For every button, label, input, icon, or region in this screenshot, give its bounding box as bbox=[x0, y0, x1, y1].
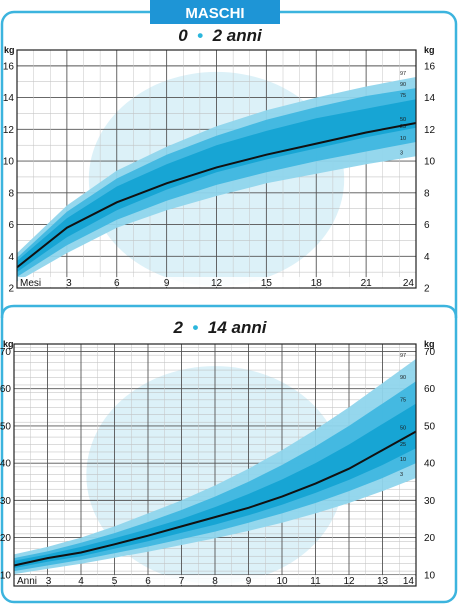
title-part-start: 2 bbox=[173, 318, 184, 337]
x-tick-label: 3 bbox=[66, 278, 72, 289]
y-tick-right: 30 bbox=[424, 496, 436, 507]
y-tick-right: 20 bbox=[424, 533, 436, 544]
x-tick-label: 9 bbox=[164, 278, 170, 289]
chart-title: 2 • 14 anni bbox=[173, 318, 268, 337]
plot-border bbox=[16, 49, 417, 289]
x-tick-label: 3 bbox=[46, 576, 52, 587]
y-tick-left: 10 bbox=[0, 570, 11, 581]
x-tick-label: 6 bbox=[114, 278, 120, 289]
percentile-label-50: 50 bbox=[400, 117, 406, 123]
x-tick-label: 5 bbox=[112, 576, 118, 587]
y-tick-right: 10 bbox=[424, 157, 436, 168]
y-tick-right: 16 bbox=[424, 61, 436, 72]
x-tick-label: 10 bbox=[276, 576, 288, 587]
y-tick-left: 8 bbox=[8, 188, 14, 199]
x-tick-label: 12 bbox=[211, 278, 223, 289]
chart-title: 0 • 2 anni bbox=[178, 26, 263, 45]
y-tick-right: 50 bbox=[424, 421, 436, 432]
title-part-end: 14 anni bbox=[208, 318, 268, 337]
y-tick-left: 14 bbox=[3, 93, 15, 104]
y-unit-left: kg bbox=[4, 45, 15, 55]
x-tick-label: 9 bbox=[246, 576, 252, 587]
x-tick-label: 24 bbox=[403, 278, 415, 289]
y-tick-right: 60 bbox=[424, 384, 436, 395]
percentile-label-90: 90 bbox=[400, 82, 406, 88]
median-line bbox=[16, 122, 417, 269]
y-unit-right: kg bbox=[424, 45, 435, 55]
percentile-label-10: 10 bbox=[400, 457, 406, 463]
y-tick-left: 2 bbox=[8, 284, 14, 295]
title-part-end: 2 anni bbox=[212, 26, 263, 45]
y-tick-right: 40 bbox=[424, 459, 436, 470]
percentile-label-97: 97 bbox=[400, 353, 406, 359]
y-tick-left: 40 bbox=[0, 459, 11, 470]
panel-separator bbox=[0, 304, 458, 319]
percentile-label-97: 97 bbox=[400, 71, 406, 77]
y-tick-left: 20 bbox=[0, 533, 11, 544]
y-tick-left: 4 bbox=[8, 252, 14, 263]
x-tick-label: 15 bbox=[261, 278, 273, 289]
x-tick-label: 4 bbox=[78, 576, 84, 587]
x-tick-label: 18 bbox=[311, 278, 323, 289]
y-tick-left: 60 bbox=[0, 384, 11, 395]
y-tick-right: 12 bbox=[424, 125, 436, 136]
x-tick-label: 14 bbox=[403, 576, 415, 587]
title-dot: • bbox=[197, 26, 203, 45]
header-label: MASCHI bbox=[185, 5, 244, 22]
percentile-label-3: 3 bbox=[400, 472, 403, 478]
y-tick-left: 12 bbox=[3, 125, 15, 136]
title-dot: • bbox=[192, 318, 198, 337]
y-tick-left: 16 bbox=[3, 61, 15, 72]
percentile-label-75: 75 bbox=[400, 93, 406, 99]
y-tick-left: 6 bbox=[8, 220, 14, 231]
x-unit-label: Anni bbox=[17, 576, 37, 587]
y-tick-left: 30 bbox=[0, 496, 11, 507]
y-tick-right: 14 bbox=[424, 93, 436, 104]
percentile-label-10: 10 bbox=[400, 136, 406, 142]
y-tick-left: 70 bbox=[0, 347, 11, 358]
percentile-label-25: 25 bbox=[400, 442, 406, 448]
plot-border bbox=[13, 343, 417, 587]
percentile-label-25: 25 bbox=[400, 124, 406, 130]
percentile-label-90: 90 bbox=[400, 375, 406, 381]
x-tick-label: 13 bbox=[377, 576, 389, 587]
y-tick-right: 2 bbox=[424, 284, 430, 295]
x-tick-label: 11 bbox=[310, 576, 321, 587]
title-part-start: 0 bbox=[178, 26, 188, 45]
y-tick-right: 8 bbox=[424, 188, 430, 199]
band-25-75 bbox=[17, 99, 416, 273]
y-unit-right: kg bbox=[424, 339, 435, 349]
y-tick-right: 6 bbox=[424, 220, 430, 231]
header-tab bbox=[150, 0, 280, 24]
x-tick-label: 8 bbox=[212, 576, 218, 587]
percentile-label-75: 75 bbox=[400, 398, 406, 404]
y-unit-left: kg bbox=[3, 339, 14, 349]
y-tick-left: 50 bbox=[0, 421, 11, 432]
x-unit-label: Mesi bbox=[20, 278, 41, 289]
x-tick-label: 7 bbox=[179, 576, 185, 587]
x-axis-strip bbox=[15, 575, 415, 585]
x-tick-label: 12 bbox=[343, 576, 355, 587]
y-tick-right: 4 bbox=[424, 252, 430, 263]
y-tick-right: 10 bbox=[424, 570, 436, 581]
x-axis-strip bbox=[18, 277, 415, 287]
percentile-label-50: 50 bbox=[400, 425, 406, 431]
median-line bbox=[13, 430, 417, 567]
y-tick-left: 10 bbox=[3, 157, 15, 168]
y-tick-right: 70 bbox=[424, 347, 436, 358]
x-tick-label: 6 bbox=[145, 576, 151, 587]
x-tick-label: 21 bbox=[361, 278, 373, 289]
percentile-label-3: 3 bbox=[400, 150, 403, 156]
